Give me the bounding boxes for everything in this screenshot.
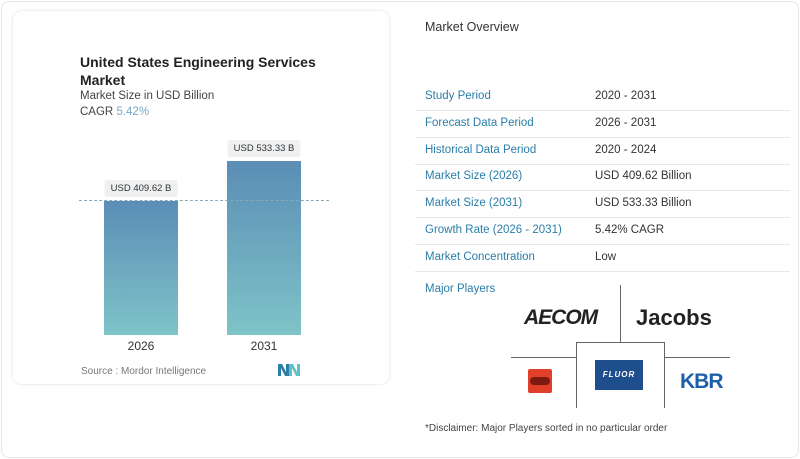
overview-row: Study Period 2020 - 2031 — [415, 84, 790, 111]
row-label: Growth Rate (2026 - 2031) — [425, 224, 562, 236]
row-label: Market Size (2031) — [425, 197, 523, 210]
overview-row: Growth Rate (2026 - 2031) 5.42% CAGR — [415, 218, 790, 245]
jacobs-logo: Jacobs — [636, 305, 712, 330]
data-label: USD 409.62 B — [104, 180, 178, 198]
row-label: Historical Data Period — [425, 143, 537, 156]
bar-2026 — [104, 201, 178, 335]
reference-line — [79, 200, 329, 201]
divider — [511, 357, 576, 358]
x-tick-label: 2031 — [250, 339, 278, 353]
row-label: Market Concentration — [425, 250, 535, 263]
major-players-title: Major Players — [425, 283, 496, 295]
overview-row: Market Size (2031) USD 533.33 Billion — [415, 191, 790, 219]
row-value: 5.42% CAGR — [595, 224, 665, 236]
logo-box — [576, 342, 665, 408]
chart-card — [12, 10, 390, 385]
aecom-logo: AECOM — [524, 306, 598, 329]
fluor-logo: FLUOR — [595, 360, 643, 390]
source: Source : Mordor Intelligence — [81, 366, 207, 377]
row-value: 2026 - 2031 — [595, 116, 657, 129]
row-label: Study Period — [425, 90, 491, 102]
overview-title: Market Overview — [425, 20, 519, 34]
overview-row: Forecast Data Period 2026 - 2031 — [415, 111, 790, 138]
row-label: Forecast Data Period — [425, 116, 534, 129]
chart-title: United States Engineering Services Marke… — [80, 54, 316, 88]
cagr: CAGR 5.42% — [80, 106, 149, 118]
row-value: 2020 - 2024 — [595, 143, 657, 156]
x-tick-label: 2026 — [127, 339, 155, 353]
data-label: USD 533.33 B — [227, 140, 301, 157]
divider — [620, 285, 621, 342]
kbr-logo: KBR — [680, 370, 723, 393]
row-value: USD 533.33 Billion — [595, 197, 692, 210]
disclaimer: *Disclaimer: Major Players sorted in no … — [425, 423, 668, 434]
row-label: Market Size (2026) — [425, 170, 523, 183]
row-value: 2020 - 2031 — [595, 90, 657, 102]
mordor-logo-icon — [278, 364, 300, 376]
chart-subtitle: Market Size in USD Billion — [80, 90, 215, 102]
row-value: USD 409.62 Billion — [595, 170, 692, 183]
bar-2031 — [227, 161, 301, 335]
cagr-label: CAGR — [80, 106, 114, 118]
bechtel-logo — [528, 369, 552, 393]
cagr-value: 5.42% — [116, 106, 150, 118]
overview-row: Historical Data Period 2020 - 2024 — [415, 138, 790, 165]
overview-row: Market Concentration Low — [415, 245, 790, 272]
row-value: Low — [595, 250, 617, 263]
divider — [664, 357, 730, 358]
overview-row: Market Size (2026) USD 409.62 Billion — [415, 164, 790, 192]
